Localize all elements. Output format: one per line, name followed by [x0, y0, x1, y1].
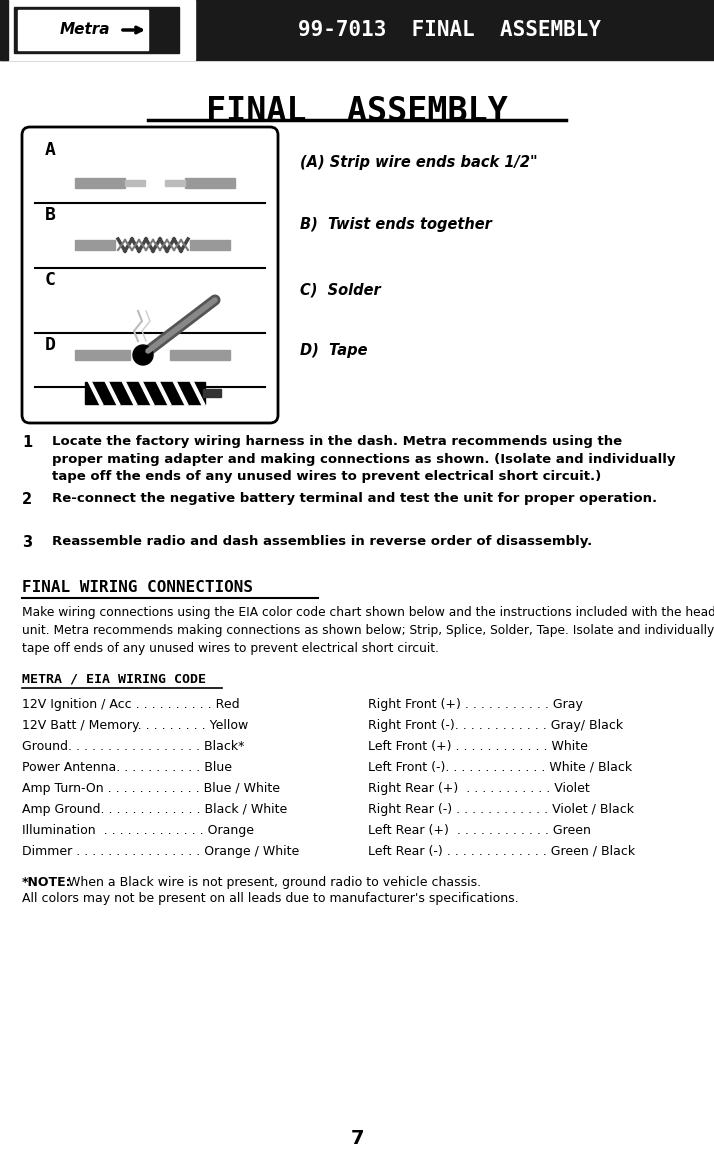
Bar — [170, 351, 230, 360]
Text: 1: 1 — [22, 435, 32, 450]
Text: FINAL  ASSEMBLY: FINAL ASSEMBLY — [206, 95, 508, 128]
Text: FINAL WIRING CONNECTIONS: FINAL WIRING CONNECTIONS — [22, 580, 253, 595]
Text: *NOTE:: *NOTE: — [22, 876, 71, 889]
Text: 3: 3 — [22, 535, 32, 550]
Text: B: B — [44, 206, 56, 224]
Text: Left Rear (-) . . . . . . . . . . . . . Green / Black: Left Rear (-) . . . . . . . . . . . . . … — [368, 845, 635, 858]
Text: D: D — [44, 336, 56, 354]
Bar — [203, 389, 221, 397]
Bar — [190, 240, 230, 250]
Text: 7: 7 — [351, 1129, 363, 1147]
Bar — [0, 0, 195, 60]
FancyBboxPatch shape — [22, 127, 278, 423]
Text: Dimmer . . . . . . . . . . . . . . . . Orange / White: Dimmer . . . . . . . . . . . . . . . . O… — [22, 845, 299, 858]
Bar — [75, 351, 130, 360]
Text: Right Rear (-) . . . . . . . . . . . . Violet / Black: Right Rear (-) . . . . . . . . . . . . V… — [368, 802, 634, 816]
Text: Amp Ground. . . . . . . . . . . . . Black / White: Amp Ground. . . . . . . . . . . . . Blac… — [22, 802, 287, 816]
Text: B)  Twist ends together: B) Twist ends together — [300, 218, 492, 233]
Bar — [75, 178, 125, 188]
Circle shape — [133, 345, 153, 366]
Bar — [0, 0, 714, 60]
Bar — [185, 178, 235, 188]
Bar — [85, 382, 205, 404]
Text: METRA / EIA WIRING CODE: METRA / EIA WIRING CODE — [22, 672, 206, 685]
Text: Left Front (+) . . . . . . . . . . . . White: Left Front (+) . . . . . . . . . . . . W… — [368, 740, 588, 753]
Text: 99-7013  FINAL  ASSEMBLY: 99-7013 FINAL ASSEMBLY — [298, 20, 601, 40]
Text: D)  Tape: D) Tape — [300, 342, 368, 357]
Text: Ground. . . . . . . . . . . . . . . . . Black*: Ground. . . . . . . . . . . . . . . . . … — [22, 740, 244, 753]
Text: 2: 2 — [22, 492, 32, 507]
Bar — [125, 180, 145, 186]
Bar — [14, 7, 179, 53]
Text: All colors may not be present on all leads due to manufacturer's specifications.: All colors may not be present on all lea… — [22, 892, 518, 905]
Bar — [18, 10, 148, 50]
Text: Power Antenna. . . . . . . . . . . Blue: Power Antenna. . . . . . . . . . . Blue — [22, 761, 232, 774]
Bar — [165, 180, 185, 186]
Bar — [0, 0, 8, 60]
Bar — [12, 5, 184, 55]
Text: Left Front (-). . . . . . . . . . . . . White / Black: Left Front (-). . . . . . . . . . . . . … — [368, 761, 632, 774]
Text: Illumination  . . . . . . . . . . . . . Orange: Illumination . . . . . . . . . . . . . O… — [22, 824, 254, 837]
Text: C: C — [44, 271, 56, 289]
Text: When a Black wire is not present, ground radio to vehicle chassis.: When a Black wire is not present, ground… — [64, 876, 481, 889]
Bar — [75, 240, 115, 250]
Text: 12V Ignition / Acc . . . . . . . . . . Red: 12V Ignition / Acc . . . . . . . . . . R… — [22, 698, 240, 711]
Text: (A) Strip wire ends back 1/2": (A) Strip wire ends back 1/2" — [300, 156, 538, 171]
Text: Re-connect the negative battery terminal and test the unit for proper operation.: Re-connect the negative battery terminal… — [52, 492, 657, 505]
Text: Locate the factory wiring harness in the dash. Metra recommends using the
proper: Locate the factory wiring harness in the… — [52, 435, 675, 483]
Text: Metra: Metra — [60, 23, 111, 38]
Text: C)  Solder: C) Solder — [300, 282, 381, 297]
Text: Left Rear (+)  . . . . . . . . . . . . Green: Left Rear (+) . . . . . . . . . . . . Gr… — [368, 824, 591, 837]
Text: Make wiring connections using the EIA color code chart shown below and the instr: Make wiring connections using the EIA co… — [22, 606, 714, 655]
Text: Right Rear (+)  . . . . . . . . . . . Violet: Right Rear (+) . . . . . . . . . . . Vio… — [368, 782, 590, 796]
Text: Reassemble radio and dash assemblies in reverse order of disassembly.: Reassemble radio and dash assemblies in … — [52, 535, 592, 548]
Text: Right Front (+) . . . . . . . . . . . Gray: Right Front (+) . . . . . . . . . . . Gr… — [368, 698, 583, 711]
Text: Right Front (-). . . . . . . . . . . . Gray/ Black: Right Front (-). . . . . . . . . . . . G… — [368, 719, 623, 732]
Text: 12V Batt / Memory. . . . . . . . . Yellow: 12V Batt / Memory. . . . . . . . . Yello… — [22, 719, 248, 732]
Text: A: A — [44, 141, 56, 159]
Text: Amp Turn-On . . . . . . . . . . . . Blue / White: Amp Turn-On . . . . . . . . . . . . Blue… — [22, 782, 280, 796]
